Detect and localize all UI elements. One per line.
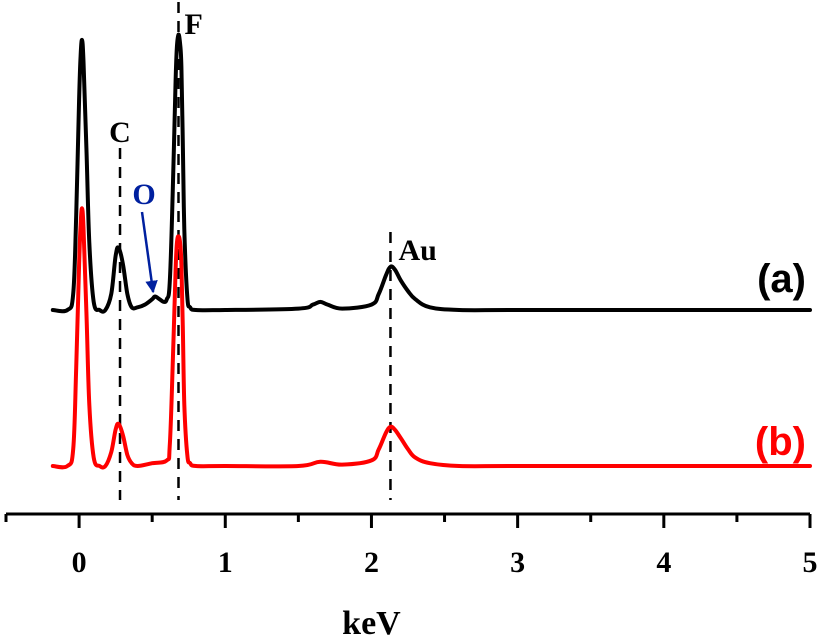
x-tick-label: 0 xyxy=(72,546,87,579)
x-tick-label: 2 xyxy=(364,546,379,579)
x-tick-label: 1 xyxy=(218,546,233,579)
x-tick-label: 4 xyxy=(656,546,671,579)
peak-label-c: C xyxy=(109,116,131,149)
x-axis xyxy=(4,512,812,528)
series-label-b: (b) xyxy=(755,420,806,464)
x-axis-title: keV xyxy=(342,605,401,642)
series-line-b xyxy=(50,206,812,470)
peak-marker-layer xyxy=(118,2,392,500)
annotation-arrow xyxy=(140,211,158,294)
series-label-a: (a) xyxy=(757,257,806,301)
x-tick-label: 5 xyxy=(803,546,818,579)
label-layer: 0 1 2 3 4 5 keV C F Au O (a) (b) xyxy=(72,8,818,642)
series-layer xyxy=(50,32,812,470)
annotation-label-o: O xyxy=(132,178,155,211)
peak-label-f: F xyxy=(184,8,202,41)
series-line-a xyxy=(50,32,812,314)
peak-label-au: Au xyxy=(398,234,436,267)
x-tick-label: 3 xyxy=(510,546,525,579)
